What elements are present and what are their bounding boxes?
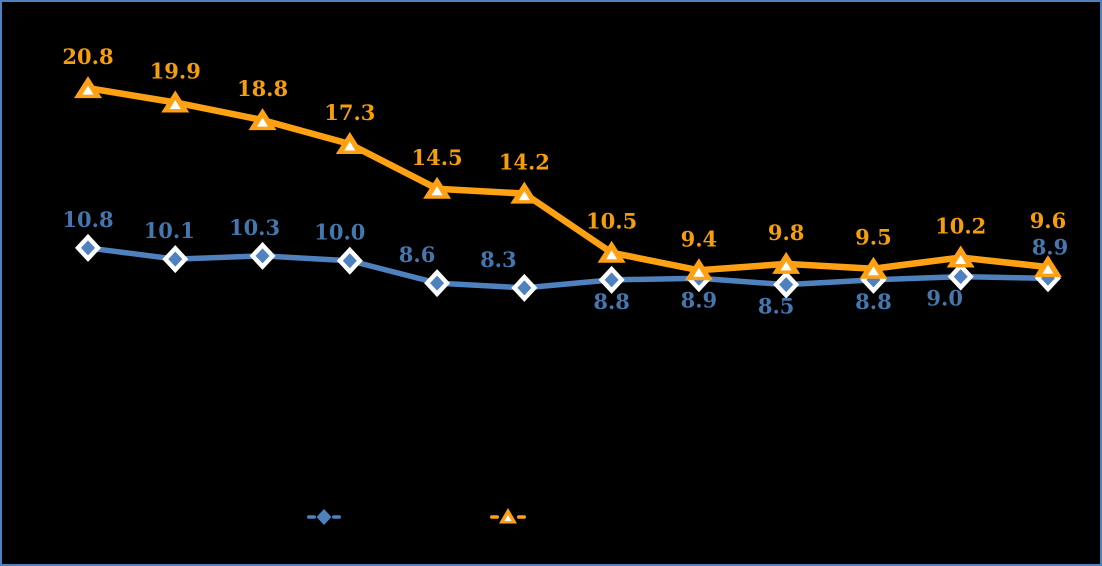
triangle-series-line <box>87 84 1049 274</box>
diamond-series-line <box>87 245 1049 291</box>
data-label-triangle: 14.2 <box>499 150 550 175</box>
data-label-triangle: 9.4 <box>681 226 718 251</box>
diamond-marker <box>773 270 800 299</box>
diamond-marker <box>162 245 189 274</box>
data-label-triangle: 10.5 <box>586 209 637 234</box>
data-label-triangle: 17.3 <box>324 100 375 125</box>
data-label-diamond: 8.9 <box>1032 234 1069 259</box>
data-label-diamond: 8.9 <box>681 287 718 312</box>
data-label-diamond: 8.6 <box>399 242 436 267</box>
triangle-marker <box>510 181 539 204</box>
triangle-marker <box>597 240 626 263</box>
data-label-diamond: 8.3 <box>480 247 517 272</box>
legend-entry-diamond <box>307 509 341 525</box>
legend-entry-triangle <box>490 508 526 524</box>
diamond-marker <box>598 265 625 294</box>
data-label-triangle: 20.8 <box>62 44 113 69</box>
triangle-marker <box>335 132 364 155</box>
diamond-marker <box>336 246 363 275</box>
data-label-diamond: 10.8 <box>62 207 113 232</box>
diamond-marker <box>511 273 538 302</box>
data-label-triangle: 18.8 <box>237 76 288 101</box>
data-label-diamond: 8.8 <box>593 289 630 314</box>
data-label-triangle: 9.8 <box>768 220 805 245</box>
triangle-marker <box>161 90 190 113</box>
triangle-marker <box>946 245 975 268</box>
data-label-diamond: 10.1 <box>144 218 195 243</box>
data-label-diamond: 10.3 <box>229 215 280 240</box>
data-label-triangle: 19.9 <box>150 58 201 83</box>
triangle-marker <box>684 258 713 281</box>
data-label-triangle: 9.6 <box>1030 208 1067 233</box>
data-label-diamond: 9.0 <box>926 286 963 311</box>
diamond-marker <box>947 262 974 291</box>
diamond-marker <box>424 269 451 298</box>
data-label-triangle: 9.5 <box>855 225 892 250</box>
data-label-triangle: 14.5 <box>412 145 463 170</box>
triangle-marker <box>423 176 452 199</box>
triangle-marker <box>74 76 102 99</box>
diamond-marker <box>249 241 276 270</box>
data-label-diamond: 8.5 <box>758 294 795 319</box>
triangle-marker <box>248 108 277 131</box>
data-label-diamond: 8.8 <box>855 289 892 314</box>
legend <box>307 508 526 525</box>
triangle-marker <box>859 256 888 279</box>
data-label-triangle: 10.2 <box>935 214 986 239</box>
diamond-marker <box>75 233 101 262</box>
triangle-marker <box>772 251 801 274</box>
data-label-diamond: 10.0 <box>314 220 365 245</box>
triangle-marker <box>1033 255 1062 278</box>
